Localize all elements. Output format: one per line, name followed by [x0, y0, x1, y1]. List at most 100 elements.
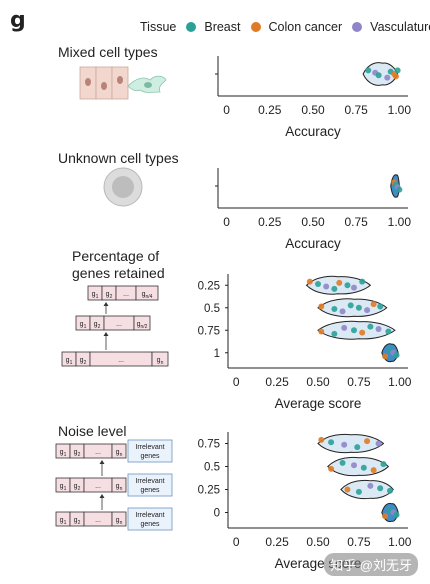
violin	[327, 456, 390, 477]
y-tick-label: 0.75	[198, 325, 220, 337]
data-point	[377, 485, 384, 492]
data-point	[393, 511, 400, 518]
irrelevant-genes-box	[127, 473, 173, 497]
gene-label: g2	[74, 449, 81, 458]
data-point	[354, 444, 361, 451]
data-point	[375, 72, 382, 79]
panel-letter: g	[10, 8, 26, 33]
irrelevant-genes-label: Irrelevant	[135, 512, 164, 519]
data-point	[380, 461, 387, 468]
x-tick-label: 0	[223, 215, 230, 229]
data-point	[328, 465, 335, 472]
chart-genes-retained: 0.25 0.5 0.75 1 0 0.25 0.50 0.75 1.00 Average sco…	[198, 274, 412, 411]
data-point	[385, 328, 392, 335]
gene-cell	[151, 351, 169, 367]
y-tick-label: 0	[214, 508, 220, 520]
data-point	[370, 467, 377, 474]
genes-title-line1: Percentage of	[72, 248, 160, 264]
data-point	[382, 513, 389, 520]
data-point	[355, 304, 362, 311]
gene-label: g1	[92, 291, 99, 300]
legend-label-breast: Breast	[204, 20, 241, 34]
noise-level-diagram: g1 g2... gn Irrelevant genes g1 g2... gn Irrelev…	[55, 439, 173, 531]
gene-label: gn	[157, 357, 164, 366]
gene-label: g2	[74, 517, 81, 526]
arrowhead	[103, 332, 109, 336]
gene-label: g2	[106, 291, 113, 300]
mixed-cells-illustration	[79, 66, 167, 100]
gene-label: g1	[80, 321, 87, 330]
genes-retained-diagram: g1 g2... gn/4 g1 g2... gn/2 g1 g2... gn	[61, 285, 169, 367]
data-point	[318, 303, 325, 310]
gene-label: ...	[95, 517, 101, 524]
data-point	[394, 67, 401, 74]
unknown-cell-illustration	[103, 167, 143, 207]
mixed-title: Mixed cell types	[58, 44, 158, 60]
data-point	[384, 74, 391, 81]
y-tick-label: 0.5	[204, 462, 220, 474]
x-tick-label: 1.00	[388, 375, 412, 389]
gene-cell	[111, 511, 127, 527]
x-tick-label: 0.25	[265, 375, 289, 389]
data-point	[328, 439, 335, 446]
gene-label: g1	[60, 483, 67, 492]
data-point	[347, 302, 354, 309]
data-point	[367, 482, 374, 489]
x-tick-label: 0.75	[347, 375, 371, 389]
data-point	[367, 323, 374, 330]
irrelevant-genes-label: Irrelevant	[135, 444, 164, 451]
gene-label: ...	[116, 321, 122, 328]
data-point	[331, 285, 338, 292]
x-tick-label: 0.50	[301, 103, 325, 117]
data-point	[315, 281, 321, 288]
data-point	[359, 329, 366, 336]
x-tick-label: 0	[233, 375, 240, 389]
x-tick-label: 0.25	[265, 535, 289, 549]
data-point	[336, 279, 343, 286]
data-point	[344, 486, 351, 493]
x-tick-label: 0.75	[347, 535, 371, 549]
gene-label: ...	[118, 357, 124, 364]
gene-label: gn	[116, 449, 123, 458]
data-point	[382, 353, 389, 360]
gene-label: ...	[95, 449, 101, 456]
data-point	[344, 282, 351, 289]
data-point	[318, 328, 325, 335]
gene-label: g1	[66, 357, 73, 366]
gene-label: g2	[74, 483, 81, 492]
x-tick-label: 0	[223, 103, 230, 117]
arrowhead	[103, 302, 109, 306]
x-axis-label: Accuracy	[285, 236, 341, 251]
legend-swatch-breast	[186, 22, 197, 32]
unknown-title: Unknown cell types	[58, 150, 179, 166]
chart-mixed-cell-types: 0 0.25 0.50 0.75 1.00 Accuracy	[215, 56, 411, 139]
noise-title: Noise level	[58, 423, 127, 439]
data-point	[364, 438, 371, 445]
x-tick-label: 0.50	[306, 535, 330, 549]
data-point	[351, 327, 357, 334]
data-point	[396, 186, 403, 193]
gene-cell	[133, 315, 151, 331]
x-tick-label: 0.75	[345, 103, 369, 117]
data-point	[331, 330, 338, 337]
y-tick-label: 0.5	[204, 303, 220, 315]
data-point	[365, 67, 372, 74]
data-point	[331, 305, 338, 312]
violin	[317, 433, 385, 454]
arrowhead	[99, 460, 105, 464]
legend-title: Tissue	[140, 20, 177, 34]
arrowhead	[99, 494, 105, 498]
gene-label: gn	[116, 483, 123, 492]
x-tick-label: 0.25	[258, 215, 282, 229]
y-tick-label: 0.25	[198, 485, 220, 497]
irrelevant-genes-label: genes	[140, 487, 160, 494]
gene-cell	[111, 443, 127, 459]
data-point	[392, 73, 399, 80]
x-tick-label: 1.00	[388, 535, 412, 549]
irrelevant-genes-box	[127, 439, 173, 463]
legend-label-vasculature: Vasculature	[370, 20, 430, 34]
data-point	[351, 284, 357, 291]
data-point	[370, 301, 377, 308]
data-point	[339, 459, 346, 466]
x-axis-label: Accuracy	[285, 124, 341, 139]
